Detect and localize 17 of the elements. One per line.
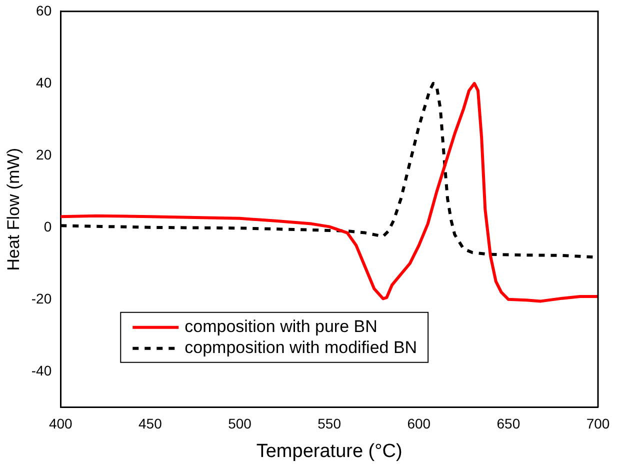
x-axis-title: Temperature (°C)	[256, 440, 402, 462]
y-tick-label: 60	[36, 2, 52, 18]
x-tick-label: 550	[318, 416, 342, 432]
x-tick-label: 650	[496, 416, 520, 432]
legend-label: copmposition with modified BN	[184, 338, 418, 358]
x-tick-label: 500	[228, 416, 252, 432]
y-tick-label: 20	[36, 146, 52, 162]
legend-label: composition with pure BN	[184, 317, 378, 336]
x-tick-label: 450	[138, 416, 162, 432]
y-tick-label: 0	[44, 218, 52, 234]
y-tick-label: -40	[31, 362, 52, 378]
y-axis-title: Heat Flow (mW)	[4, 148, 23, 271]
y-tick-label: -20	[31, 290, 52, 306]
y-tick-label: 40	[36, 74, 52, 90]
x-tick-label: 700	[586, 416, 610, 432]
x-tick-label: 400	[48, 416, 73, 432]
x-tick-label: 600	[407, 416, 431, 432]
